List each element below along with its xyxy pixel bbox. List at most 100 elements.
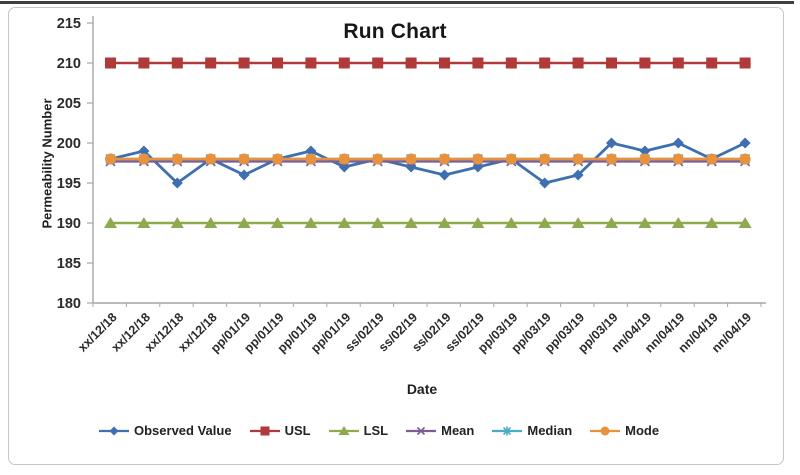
data-point-mode [405,153,417,165]
data-point-mode [171,153,183,165]
legend-asterisk-icon [492,426,523,435]
data-point-mode [305,153,317,165]
data-point-usl [706,57,718,69]
y-axis-tick-label: 190 [57,216,81,232]
data-point-lsl [404,217,418,228]
data-point-mode [105,153,116,165]
legend-item-label: Mean [441,423,475,438]
legend-item-lsl: LSL [328,423,389,438]
data-point-lsl [438,217,451,228]
data-point-mode [639,153,651,165]
data-point-mode [739,153,751,165]
data-point-observed-value [439,169,450,181]
legend-diamond-icon [99,426,129,435]
data-point-usl [672,57,684,69]
data-point-observed-value [238,169,250,181]
data-point-lsl [638,217,652,228]
data-point-lsl [671,217,685,228]
legend-marker-observed-value [109,426,119,435]
y-axis-tick-label: 210 [57,56,81,72]
legend-item-mode: Mode [589,423,659,438]
data-point-lsl [605,217,618,228]
data-point-lsl [337,217,351,228]
data-point-usl [505,57,517,69]
chart-legend: Observed Value USL LSL Mean Median Mode [98,423,659,438]
y-axis-tick-label: 215 [57,16,81,32]
data-point-usl [472,57,484,69]
chart-title: Run Chart [343,20,447,43]
data-point-lsl [538,217,552,228]
legend-item-mean: Mean [405,423,474,438]
data-point-observed-value [539,177,551,189]
data-point-lsl [705,217,719,228]
data-point-observed-value [606,137,617,149]
data-point-mode [505,153,517,165]
data-point-usl [606,57,617,69]
data-point-lsl [104,217,117,228]
data-point-usl [405,57,417,69]
data-point-lsl [371,217,385,228]
data-point-observed-value [739,137,751,149]
data-point-observed-value [572,169,584,181]
data-point-observed-value [138,145,150,157]
data-point-usl [739,57,751,69]
data-point-usl [272,57,283,69]
data-point-usl [171,57,183,69]
legend-marker-usl [260,426,270,435]
y-axis-tick-label: 195 [57,176,81,192]
data-point-lsl [271,217,284,228]
legend-item-median: Median [491,423,572,438]
legend-marker-mode [600,426,610,435]
data-point-lsl [738,217,752,228]
data-point-usl [639,57,651,69]
data-point-mode [706,153,718,165]
data-point-lsl [471,217,485,228]
data-point-usl [572,57,584,69]
legend-x-icon [406,426,437,435]
data-point-mode [205,153,217,165]
chart-frame [8,7,784,465]
data-point-mode [338,153,350,165]
data-point-lsl [571,217,585,228]
data-point-usl [205,57,217,69]
data-point-observed-value [171,177,183,189]
data-point-usl [105,57,116,69]
legend-item-label: LSL [363,423,389,438]
data-point-usl [338,57,350,69]
legend-circle-icon [590,426,621,435]
data-point-usl [305,57,317,69]
legend-item-label: Median [527,423,573,438]
legend-item-label: USL [284,423,311,438]
y-axis-tick-label: 200 [57,136,81,152]
legend-item-label: Observed Value [134,423,232,438]
legend-triangle-icon [328,425,359,435]
x-axis-title: Date [406,381,438,397]
data-point-mode [472,153,484,165]
y-axis-tick-label: 180 [57,296,81,312]
legend-marker-lsl [338,425,350,435]
data-point-usl [439,57,450,69]
data-point-lsl [304,217,318,228]
data-point-usl [539,57,551,69]
data-point-usl [238,57,250,69]
legend-marker-mean [417,426,426,435]
data-point-mode [238,153,250,165]
image-top-border [0,1,794,4]
data-point-mode [138,153,150,165]
series-line-observed-value [110,141,746,185]
data-point-lsl [170,217,184,228]
data-point-observed-value [672,137,684,149]
data-point-mode [372,153,384,165]
y-axis-tick-label: 185 [57,256,81,272]
legend-item-usl: USL [249,423,311,438]
data-point-mode [272,153,283,165]
data-point-observed-value [639,145,651,157]
data-point-mode [572,153,584,165]
data-point-observed-value [305,145,317,157]
data-point-lsl [504,217,518,228]
legend-square-icon [249,426,280,435]
data-point-lsl [204,217,218,228]
y-axis-tick-label: 205 [57,96,81,112]
